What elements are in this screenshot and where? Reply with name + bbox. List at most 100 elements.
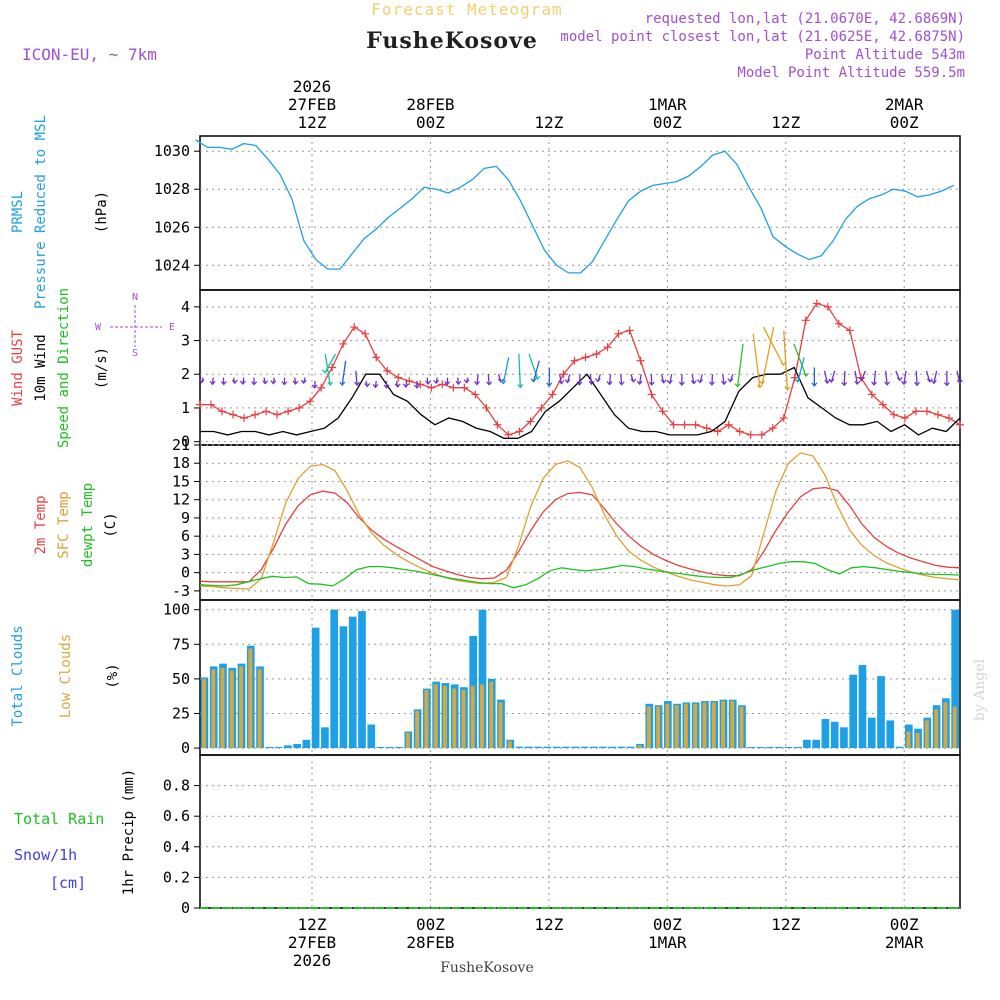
wind-arrow bbox=[578, 374, 581, 385]
wind-arrow-head bbox=[618, 381, 625, 386]
time-label-bottom: 00Z bbox=[890, 915, 919, 934]
wind-arrow-head bbox=[364, 383, 371, 388]
clouds-ytick-label: 75 bbox=[172, 635, 190, 653]
wind-arrow-head bbox=[858, 377, 865, 382]
prmsl-line bbox=[195, 139, 954, 274]
wind-arrow bbox=[608, 374, 612, 385]
low-cloud-bar bbox=[415, 710, 420, 749]
gust-marker bbox=[504, 430, 513, 439]
wind-arrow bbox=[341, 360, 347, 386]
wind-ytick-label: 2 bbox=[181, 365, 190, 383]
wind-arrow bbox=[915, 370, 918, 386]
total-cloud-bar bbox=[812, 739, 820, 749]
gust-marker bbox=[702, 424, 711, 433]
wind-arrow-head bbox=[930, 379, 937, 385]
gust-marker bbox=[878, 400, 887, 409]
low-cloud-bar bbox=[637, 745, 642, 749]
wind-arrow bbox=[797, 357, 805, 382]
wind-arrow-head bbox=[594, 378, 601, 383]
gust-marker bbox=[603, 343, 612, 352]
total-cloud-bar bbox=[524, 746, 533, 749]
wind-arrow-head bbox=[943, 382, 950, 387]
wind-speed-dir-label: Speed and Direction bbox=[56, 288, 72, 448]
wind-arrow bbox=[638, 374, 642, 385]
wind-arrow-head bbox=[734, 383, 741, 388]
wind-arrow-head bbox=[824, 379, 831, 385]
precip-ytick-label: 0 bbox=[181, 899, 190, 917]
low-cloud-bar bbox=[646, 706, 651, 749]
low-cloud-bar bbox=[934, 709, 939, 749]
gust-marker bbox=[834, 319, 843, 328]
compass-s: S bbox=[132, 348, 138, 359]
gust-marker bbox=[317, 383, 326, 392]
wind-ytick-label: 0 bbox=[181, 433, 190, 451]
point-altitude: Point Altitude 543m bbox=[805, 47, 965, 63]
gust-marker bbox=[768, 424, 777, 433]
low-cloud-bar bbox=[656, 706, 661, 749]
wind-arrow-head bbox=[708, 381, 715, 386]
low-cloud-bar bbox=[739, 706, 744, 749]
wind-arrow bbox=[457, 377, 460, 385]
low-cloud-bar bbox=[702, 702, 707, 749]
wind-arrow-head bbox=[292, 380, 299, 385]
total-cloud-bar bbox=[617, 746, 626, 749]
wind-gust-label: Wind GUST bbox=[10, 330, 26, 406]
total-cloud-bar bbox=[515, 746, 524, 749]
wind-arrow-head bbox=[841, 381, 848, 387]
clouds-ytick-label: 0 bbox=[181, 739, 190, 757]
wind-arrow-head bbox=[231, 379, 238, 385]
total-cloud-bar bbox=[552, 746, 561, 749]
total-cloud-bar bbox=[608, 746, 617, 749]
total-cloud-bar bbox=[589, 746, 598, 749]
temp2m-label: 2m Temp bbox=[33, 495, 49, 554]
wind-panel: 0 1 2 3 4 bbox=[181, 289, 964, 451]
pressure-ytick-label: 1030 bbox=[154, 142, 190, 160]
wind-arrow-head bbox=[564, 379, 571, 384]
wind-arrow-head bbox=[896, 376, 903, 382]
low-cloud-bar bbox=[507, 741, 512, 749]
total-cloud-bar bbox=[756, 746, 765, 749]
wind-arrow-head bbox=[444, 381, 451, 386]
wind-arrow-head bbox=[300, 379, 307, 385]
wind-arrow-head bbox=[270, 380, 277, 385]
total-cloud-bar bbox=[580, 746, 589, 749]
wind-arrow bbox=[669, 374, 673, 384]
total-cloud-bar bbox=[830, 721, 839, 749]
wind-arrow-head bbox=[486, 381, 493, 386]
precip-ytick-label: 0.2 bbox=[163, 868, 190, 886]
wind-arrow bbox=[925, 370, 931, 382]
time-label-top: 1MAR bbox=[648, 95, 687, 114]
low-cloud-bar bbox=[683, 703, 688, 749]
gust-marker bbox=[647, 390, 656, 399]
footer-location: FusheKosove bbox=[440, 960, 534, 976]
clouds-ytick-label: 100 bbox=[163, 601, 190, 619]
ms-unit: (m/s) bbox=[94, 347, 110, 389]
time-label-bottom: 12Z bbox=[298, 915, 327, 934]
gust-marker bbox=[449, 383, 458, 392]
low-cloud-bar bbox=[239, 666, 244, 749]
wind-arrow-head bbox=[209, 380, 216, 386]
gust-marker bbox=[900, 414, 909, 423]
total-cloud-bar bbox=[274, 746, 283, 749]
credit-label: by Angel bbox=[972, 658, 988, 721]
low-cloud-bar bbox=[480, 684, 484, 749]
gust-marker bbox=[559, 370, 568, 379]
compass-e: E bbox=[169, 322, 175, 333]
snow-label: Snow/1h bbox=[14, 846, 77, 864]
wind-arrow-head bbox=[914, 381, 921, 387]
wind-arrow-head bbox=[803, 372, 810, 378]
wind-arrow-head bbox=[811, 382, 818, 387]
gust-marker bbox=[801, 316, 810, 325]
wind-arrow-head bbox=[678, 381, 685, 386]
wind-arrow bbox=[528, 353, 539, 380]
wind-arrow-head bbox=[474, 381, 480, 386]
wind-arrow bbox=[752, 333, 761, 388]
temperature-ytick-label: 0 bbox=[181, 564, 190, 582]
wind-arrow-head bbox=[727, 378, 734, 383]
gust-marker bbox=[746, 430, 755, 439]
low-cloud-bar bbox=[461, 689, 466, 749]
low-cloud-bar bbox=[730, 701, 735, 749]
pressure-ytick-label: 1028 bbox=[154, 180, 190, 198]
gust-marker bbox=[823, 302, 832, 311]
low-cloud-bar bbox=[220, 667, 225, 749]
